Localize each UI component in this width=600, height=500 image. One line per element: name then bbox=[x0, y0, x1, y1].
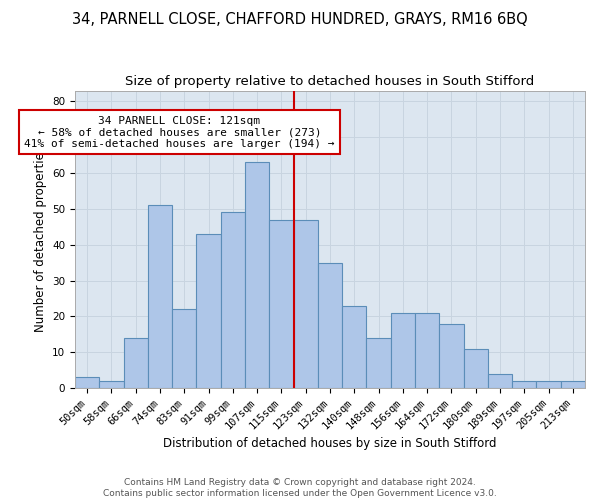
Bar bbox=[293, 220, 318, 388]
Bar bbox=[318, 262, 342, 388]
Bar bbox=[464, 348, 488, 388]
X-axis label: Distribution of detached houses by size in South Stifford: Distribution of detached houses by size … bbox=[163, 437, 497, 450]
Bar bbox=[439, 324, 464, 388]
Bar bbox=[269, 220, 293, 388]
Bar bbox=[342, 306, 367, 388]
Title: Size of property relative to detached houses in South Stifford: Size of property relative to detached ho… bbox=[125, 75, 535, 88]
Bar bbox=[100, 381, 124, 388]
Bar bbox=[196, 234, 221, 388]
Bar bbox=[488, 374, 512, 388]
Text: 34 PARNELL CLOSE: 121sqm
← 58% of detached houses are smaller (273)
41% of semi-: 34 PARNELL CLOSE: 121sqm ← 58% of detach… bbox=[24, 116, 335, 149]
Bar bbox=[391, 313, 415, 388]
Bar bbox=[124, 338, 148, 388]
Bar bbox=[221, 212, 245, 388]
Bar bbox=[536, 381, 561, 388]
Text: 34, PARNELL CLOSE, CHAFFORD HUNDRED, GRAYS, RM16 6BQ: 34, PARNELL CLOSE, CHAFFORD HUNDRED, GRA… bbox=[72, 12, 528, 28]
Text: Contains HM Land Registry data © Crown copyright and database right 2024.
Contai: Contains HM Land Registry data © Crown c… bbox=[103, 478, 497, 498]
Bar bbox=[245, 162, 269, 388]
Bar bbox=[172, 310, 196, 388]
Bar bbox=[75, 378, 100, 388]
Y-axis label: Number of detached properties: Number of detached properties bbox=[34, 146, 47, 332]
Bar bbox=[415, 313, 439, 388]
Bar bbox=[512, 381, 536, 388]
Bar bbox=[148, 206, 172, 388]
Bar bbox=[367, 338, 391, 388]
Bar bbox=[561, 381, 585, 388]
